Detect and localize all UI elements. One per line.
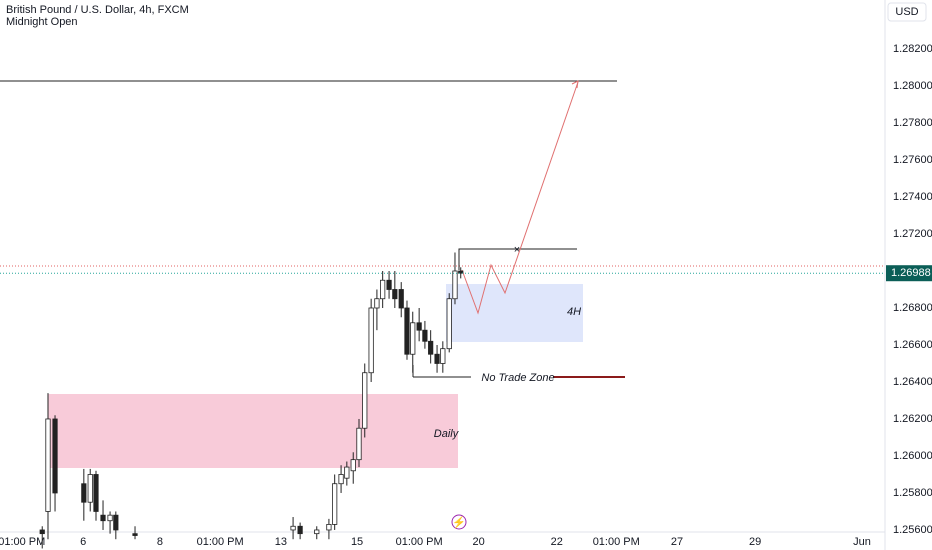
candle-body xyxy=(350,459,356,472)
candle-body xyxy=(81,483,87,503)
candle-body xyxy=(39,529,45,535)
candle-body xyxy=(368,307,374,374)
arrow-head xyxy=(571,80,579,89)
candle-body xyxy=(326,524,332,531)
candle-body xyxy=(452,270,458,300)
candle-body xyxy=(440,348,446,364)
x-tick-label: Jun xyxy=(853,536,871,548)
x-tick-label: 8 xyxy=(157,536,163,548)
chart-title: British Pound / U.S. Dollar, 4h, FXCM xyxy=(6,4,189,16)
candle-body xyxy=(404,307,410,355)
candle-body xyxy=(380,279,386,300)
x-tick-label: 20 xyxy=(473,536,485,548)
daily-zone xyxy=(48,394,458,468)
candle-body xyxy=(332,483,338,525)
candle-body xyxy=(314,529,320,535)
candle-body xyxy=(45,418,51,512)
indicator-name: Midnight Open xyxy=(6,16,78,28)
candle-body xyxy=(434,353,440,364)
event-icon[interactable] xyxy=(451,514,467,530)
y-tick-label: 1.27600 xyxy=(893,154,932,166)
x-tick-label: 15 xyxy=(351,536,363,548)
y-tick-label: 1.25800 xyxy=(893,487,932,499)
4h-label: 4H xyxy=(567,306,581,318)
candle-body xyxy=(344,466,350,479)
candle-body xyxy=(297,525,303,535)
candle-body xyxy=(386,279,392,290)
x-tick-label: 22 xyxy=(551,536,563,548)
candle-body xyxy=(87,474,93,503)
y-tick-label: 1.28000 xyxy=(893,80,932,92)
x-tick-label: 01:00 PM xyxy=(593,536,640,548)
candle-body xyxy=(290,525,296,531)
y-tick-label: 1.25600 xyxy=(893,524,932,536)
candle-body xyxy=(410,322,416,355)
candle-body xyxy=(107,514,113,522)
x-marker: × xyxy=(514,244,520,256)
candle-body xyxy=(416,322,422,331)
x-tick-label: 01:00 PM xyxy=(0,536,45,548)
candle-body xyxy=(422,329,428,342)
y-tick-label: 1.27400 xyxy=(893,191,932,203)
candle-body xyxy=(338,474,344,485)
y-tick-label: 1.26400 xyxy=(893,376,932,388)
4h-zone xyxy=(446,284,583,342)
candle-body xyxy=(362,372,368,429)
x-tick-label: 13 xyxy=(275,536,287,548)
x-tick-label: 27 xyxy=(671,536,683,548)
last-price-label: 1.26988 xyxy=(891,267,931,279)
x-tick-label: 01:00 PM xyxy=(396,536,443,548)
candle-body xyxy=(356,427,362,461)
x-tick-label: 01:00 PM xyxy=(197,536,244,548)
x-tick-label: 6 xyxy=(80,536,86,548)
candle-body xyxy=(93,474,99,512)
candle-body xyxy=(446,298,452,350)
candle-body xyxy=(398,289,404,309)
currency[interactable]: USD xyxy=(895,6,918,18)
x-tick-label: 29 xyxy=(749,536,761,548)
ntz-label: No Trade Zone xyxy=(481,372,554,384)
breakout-line xyxy=(458,248,577,270)
candle-body xyxy=(392,289,398,300)
y-tick-label: 1.28200 xyxy=(893,43,932,55)
daily-label: Daily xyxy=(434,428,460,440)
y-tick-label: 1.26800 xyxy=(893,302,932,314)
y-tick-label: 1.27800 xyxy=(893,117,932,129)
last-price-box xyxy=(886,265,932,282)
candle-body xyxy=(458,270,464,274)
candle-body xyxy=(113,514,119,531)
candle-body xyxy=(374,298,380,309)
candle-body xyxy=(428,340,434,355)
event-bolt[interactable]: ⚡ xyxy=(452,516,466,529)
candle-body xyxy=(100,514,106,522)
projection-path xyxy=(461,81,579,315)
candle-body xyxy=(132,533,138,536)
candle-body xyxy=(52,418,58,494)
y-tick-label: 1.26000 xyxy=(893,450,932,462)
y-tick-label: 1.26600 xyxy=(893,339,932,351)
y-tick-label: 1.27200 xyxy=(893,228,932,240)
currency-button[interactable] xyxy=(887,2,927,22)
y-tick-label: 1.26200 xyxy=(893,413,932,425)
